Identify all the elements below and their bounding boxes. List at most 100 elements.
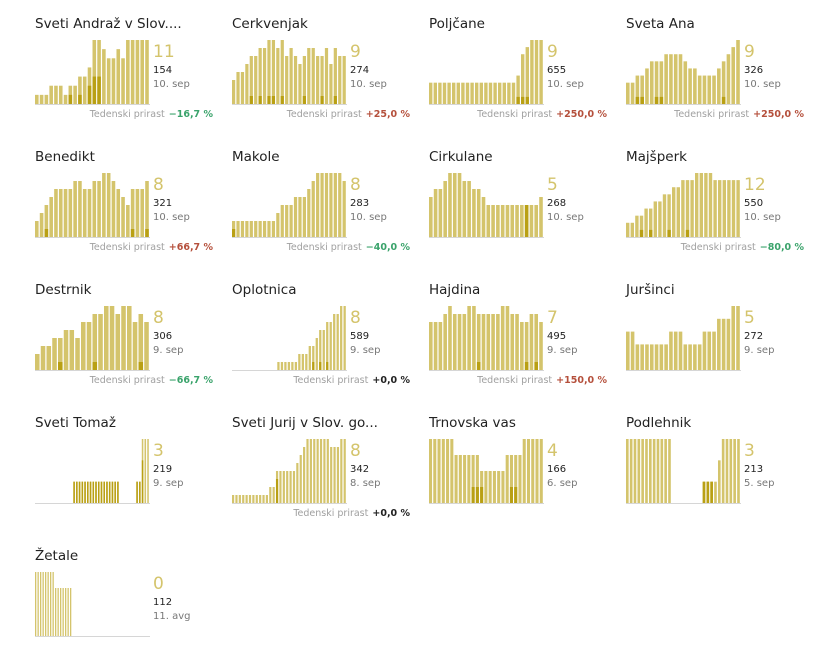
bar-new-cases: [710, 481, 713, 503]
last-update-date: 10. sep: [744, 212, 781, 223]
municipality-card[interactable]: Trnovska vas 4 166 6. sep: [429, 409, 619, 529]
bar-new-cases: [89, 481, 92, 503]
municipality-card[interactable]: Žetale 0 112 11. avg: [35, 542, 225, 662]
bar-active-cases: [530, 40, 534, 104]
bar-active-cases: [713, 180, 717, 237]
bar-active-cases: [58, 338, 63, 370]
bar-active-cases: [285, 205, 289, 237]
bar-active-cases: [672, 187, 676, 237]
bar-active-cases: [340, 439, 343, 503]
bar-active-cases: [472, 189, 476, 237]
municipality-card[interactable]: Podlehnik 3 213 5. sep: [626, 409, 816, 529]
bar-active-cases: [336, 314, 339, 370]
bar-active-cases: [707, 331, 712, 370]
bar-active-cases: [659, 61, 664, 104]
bar-active-cases: [458, 455, 462, 503]
bar-active-cases: [121, 197, 125, 237]
bar-active-cases: [454, 455, 458, 503]
bar-active-cases: [731, 47, 736, 104]
weekly-growth-label: Tedenski prirast: [477, 109, 553, 120]
bar-new-cases: [516, 96, 520, 104]
weekly-growth-label: Tedenski prirast: [89, 242, 165, 253]
bar-new-cases: [141, 460, 144, 503]
bar-active-cases: [324, 48, 329, 104]
bar-active-cases: [699, 173, 703, 237]
bar-new-cases: [87, 85, 92, 104]
weekly-growth-label: Tedenski prirast: [477, 375, 553, 386]
municipality-title: Hajdina: [429, 282, 481, 298]
bar-active-cases: [640, 75, 644, 104]
daily-cases-bar-chart: [35, 439, 150, 504]
bar-active-cases: [630, 82, 635, 104]
bar-active-cases: [433, 82, 437, 104]
bar-active-cases: [92, 40, 97, 104]
bar-active-cases: [433, 189, 438, 237]
municipality-card[interactable]: Juršinci 5 272 9. sep: [626, 276, 816, 396]
bar-active-cases: [308, 346, 311, 370]
bar-new-cases: [534, 362, 539, 370]
bar-new-cases: [145, 229, 149, 237]
bar-active-cases: [524, 322, 529, 370]
bar-active-cases: [669, 331, 673, 370]
bar-new-cases: [312, 362, 315, 370]
municipality-card[interactable]: Destrnik 8 306 9. sep Tedenski prirast −66,7 …: [35, 276, 225, 396]
bar-new-cases: [514, 487, 518, 503]
bar-new-cases: [509, 487, 513, 503]
municipality-card[interactable]: Benedikt 8 321 10. sep Tedenski prirast +66,7…: [35, 143, 225, 263]
bar-active-cases: [450, 439, 454, 503]
bar-active-cases: [121, 58, 125, 104]
bar-active-cases: [42, 572, 44, 636]
municipality-card[interactable]: Cirkulane 5 268 10. sep: [429, 143, 619, 263]
last-update-date: 10. sep: [744, 79, 781, 90]
bar-new-cases: [271, 96, 276, 104]
bar-active-cases: [322, 330, 325, 370]
bar-active-cases: [240, 221, 245, 237]
bar-active-cases: [111, 58, 116, 104]
last-update-date: 10. sep: [153, 79, 190, 90]
municipality-card[interactable]: Makole 8 283 10. sep Tedenski prirast −40,0 %: [232, 143, 422, 263]
bar-active-cases: [35, 94, 39, 104]
bar-active-cases: [111, 181, 116, 237]
municipality-card[interactable]: Majšperk 12 550 10. sep Tedenski prirast −80,…: [626, 143, 816, 263]
weekly-growth: Tedenski prirast −80,0 %: [681, 242, 804, 253]
last-update-date: 9. sep: [350, 345, 381, 356]
bar-active-cases: [539, 197, 543, 237]
bar-new-cases: [117, 481, 119, 503]
bar-active-cases: [267, 221, 271, 237]
bar-active-cases: [514, 455, 518, 503]
weekly-growth-label: Tedenski prirast: [286, 242, 362, 253]
bar-active-cases: [736, 306, 740, 370]
bar-active-cases: [138, 314, 144, 370]
bar-active-cases: [717, 318, 721, 370]
municipality-card[interactable]: Oplotnica 8 589 9. sep Tedenski prirast +0,0 …: [232, 276, 422, 396]
bar-active-cases: [733, 439, 736, 503]
bar-active-cases: [626, 331, 630, 370]
municipality-card[interactable]: Poljčane 9 655 10. sep Tedenski prirast +250,…: [429, 10, 619, 130]
bar-active-cases: [685, 180, 690, 237]
bar-active-cases: [697, 344, 702, 370]
municipality-card[interactable]: Sveta Ana 9 326 10. sep Tedenski prirast +250…: [626, 10, 816, 130]
bar-new-cases: [319, 362, 322, 370]
bar-active-cases: [491, 314, 495, 370]
bar-active-cases: [130, 189, 135, 237]
current-value: 9: [350, 42, 361, 62]
municipality-card[interactable]: Hajdina 7 495 9. sep Tedenski prirast +150,0 …: [429, 276, 619, 396]
bar-active-cases: [242, 495, 245, 503]
bar-new-cases: [721, 96, 726, 104]
bar-active-cases: [37, 572, 39, 636]
bar-active-cases: [280, 362, 284, 370]
bar-active-cases: [515, 314, 519, 370]
bar-active-cases: [258, 48, 262, 104]
bar-active-cases: [98, 314, 103, 370]
bar-new-cases: [111, 481, 114, 503]
municipality-card[interactable]: Sveti Tomaž 3 219 9. sep: [35, 409, 225, 529]
bar-active-cases: [262, 495, 265, 503]
municipality-card[interactable]: Sveti Jurij v Slov. go... 8 342 8. sep Teden…: [232, 409, 422, 529]
bar-active-cases: [446, 439, 450, 503]
bar-active-cases: [712, 75, 716, 104]
bar-new-cases: [685, 229, 690, 237]
municipality-title: Sveti Jurij v Slov. go...: [232, 415, 378, 431]
municipality-card[interactable]: Cerkvenjak 9 274 10. sep Tedenski prirast +25…: [232, 10, 422, 130]
bar-active-cases: [463, 455, 467, 503]
municipality-card[interactable]: Sveti Andraž v Slov.... 11 154 10. sep Teden…: [35, 10, 225, 130]
